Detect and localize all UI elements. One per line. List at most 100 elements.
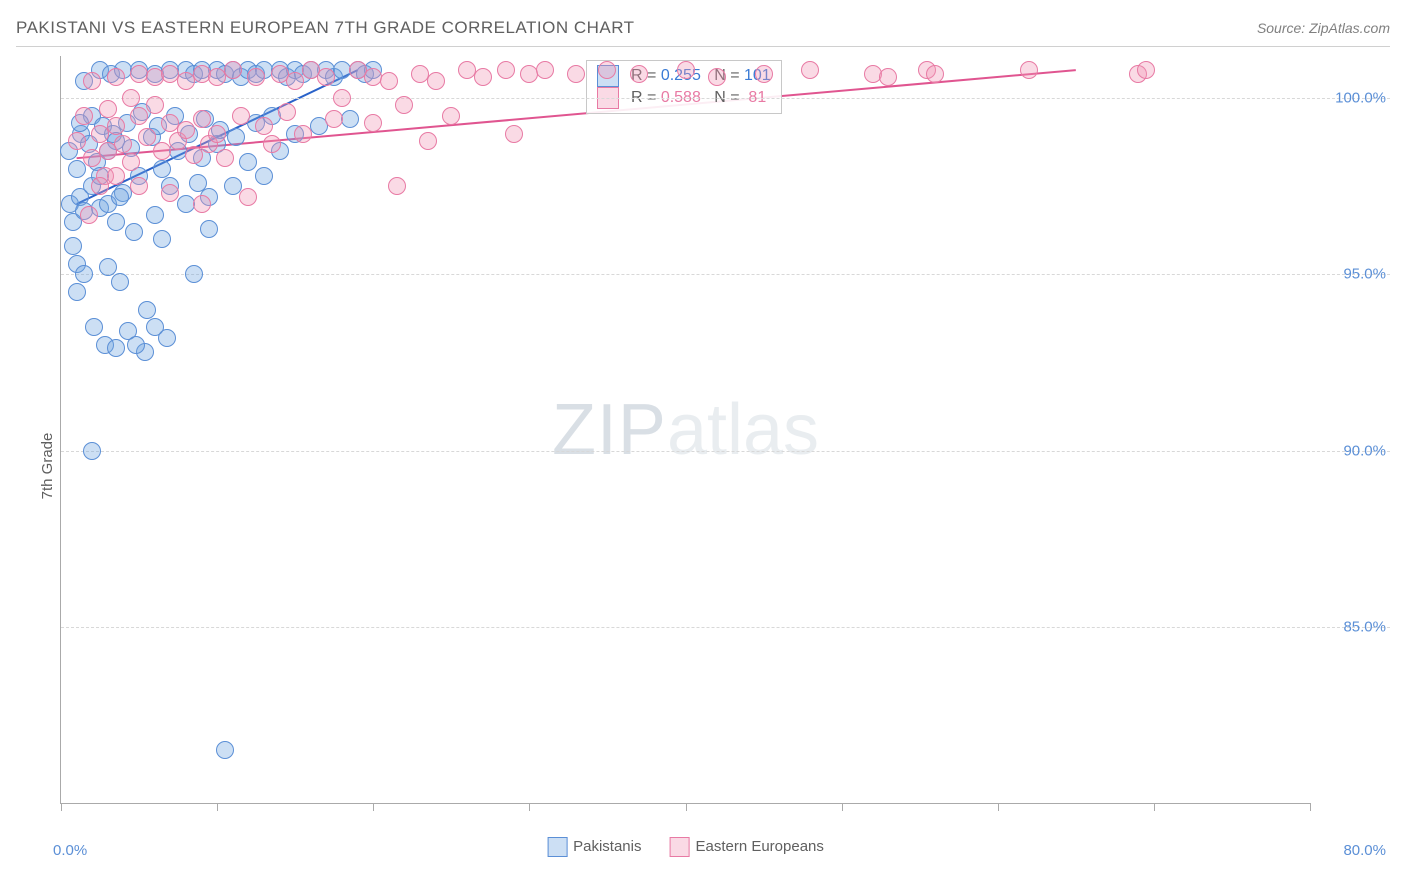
data-point: [99, 258, 117, 276]
y-tick-label: 85.0%: [1316, 618, 1386, 635]
data-point: [68, 132, 86, 150]
data-point: [185, 146, 203, 164]
x-tick: [1154, 803, 1155, 811]
data-point: [926, 65, 944, 83]
data-point: [388, 177, 406, 195]
data-point: [153, 230, 171, 248]
gridline-h: [61, 274, 1390, 275]
data-point: [497, 61, 515, 79]
data-point: [125, 223, 143, 241]
data-point: [239, 188, 257, 206]
data-point: [380, 72, 398, 90]
legend-item: Eastern Europeans: [669, 837, 823, 857]
data-point: [177, 121, 195, 139]
data-point: [630, 65, 648, 83]
data-point: [333, 89, 351, 107]
data-point: [122, 153, 140, 171]
data-point: [474, 68, 492, 86]
data-point: [278, 103, 296, 121]
data-point: [286, 72, 304, 90]
x-tick: [842, 803, 843, 811]
x-axis-min-label: 0.0%: [53, 842, 87, 859]
data-point: [122, 89, 140, 107]
data-point: [138, 301, 156, 319]
data-point: [216, 741, 234, 759]
watermark: ZIPatlas: [552, 389, 819, 471]
watermark-rest: atlas: [667, 390, 819, 470]
data-point: [99, 100, 117, 118]
data-point: [247, 68, 265, 86]
data-point: [263, 135, 281, 153]
data-point: [341, 110, 359, 128]
data-point: [325, 110, 343, 128]
data-point: [153, 160, 171, 178]
data-point: [442, 107, 460, 125]
data-point: [146, 206, 164, 224]
data-point: [1020, 61, 1038, 79]
data-point: [114, 135, 132, 153]
y-axis-label: 7th Grade: [39, 433, 56, 500]
data-point: [208, 125, 226, 143]
data-point: [68, 283, 86, 301]
y-tick-label: 90.0%: [1316, 442, 1386, 459]
data-point: [107, 117, 125, 135]
legend-swatch: [547, 837, 567, 857]
data-point: [185, 265, 203, 283]
x-tick: [217, 803, 218, 811]
plot-area: ZIPatlas R = 0.255 N = 101 R = 0.588 N =…: [60, 56, 1310, 804]
data-point: [107, 339, 125, 357]
data-point: [107, 68, 125, 86]
data-point: [200, 220, 218, 238]
data-point: [107, 213, 125, 231]
data-point: [879, 68, 897, 86]
data-point: [111, 188, 129, 206]
data-point: [224, 61, 242, 79]
data-point: [801, 61, 819, 79]
gridline-h: [61, 451, 1390, 452]
data-point: [193, 110, 211, 128]
data-point: [395, 96, 413, 114]
chart-area: 7th Grade ZIPatlas R = 0.255 N = 101 R =…: [16, 56, 1390, 876]
legend: Pakistanis Eastern Europeans: [547, 837, 824, 857]
data-point: [138, 128, 156, 146]
header-bar: PAKISTANI VS EASTERN EUROPEAN 7TH GRADE …: [16, 18, 1390, 47]
data-point: [85, 318, 103, 336]
chart-title: PAKISTANI VS EASTERN EUROPEAN 7TH GRADE …: [16, 18, 635, 38]
data-point: [111, 273, 129, 291]
data-point: [127, 336, 145, 354]
trend-line: [77, 70, 1076, 158]
data-point: [189, 174, 207, 192]
data-point: [598, 61, 616, 79]
data-point: [505, 125, 523, 143]
x-tick: [1310, 803, 1311, 811]
data-point: [255, 117, 273, 135]
data-point: [239, 153, 257, 171]
data-point: [146, 96, 164, 114]
data-point: [317, 68, 335, 86]
data-point: [130, 177, 148, 195]
y-tick-label: 100.0%: [1316, 90, 1386, 107]
data-point: [255, 167, 273, 185]
x-tick: [373, 803, 374, 811]
data-point: [107, 167, 125, 185]
gridline-h: [61, 627, 1390, 628]
watermark-bold: ZIP: [552, 390, 667, 470]
data-point: [83, 72, 101, 90]
data-point: [677, 61, 695, 79]
legend-swatch: [669, 837, 689, 857]
data-point: [146, 318, 164, 336]
data-point: [83, 442, 101, 460]
data-point: [708, 68, 726, 86]
legend-item: Pakistanis: [547, 837, 641, 857]
data-point: [227, 128, 245, 146]
data-point: [755, 65, 773, 83]
data-point: [80, 206, 98, 224]
data-point: [216, 149, 234, 167]
x-axis-max-label: 80.0%: [1343, 842, 1386, 859]
data-point: [91, 177, 109, 195]
x-tick: [998, 803, 999, 811]
data-point: [75, 107, 93, 125]
data-point: [153, 142, 171, 160]
data-point: [1137, 61, 1155, 79]
source-label: Source: ZipAtlas.com: [1257, 20, 1390, 36]
